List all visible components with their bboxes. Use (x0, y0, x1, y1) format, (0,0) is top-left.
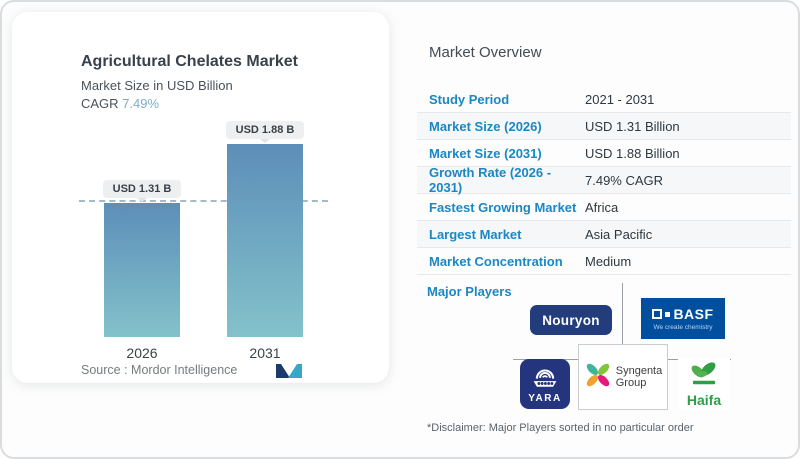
table-row: Market Concentration Medium (417, 248, 791, 275)
bar-2026 (104, 203, 180, 337)
basf-logo-text: BASF (673, 306, 714, 322)
syngenta-logo: Syngenta Group (578, 344, 668, 410)
row-value: Medium (585, 253, 632, 269)
major-players-label: Major Players (427, 284, 512, 299)
disclaimer-text: *Disclaimer: Major Players sorted in no … (427, 422, 694, 434)
cagr-line: CAGR 7.49% (81, 96, 159, 111)
chart-title: Agricultural Chelates Market (81, 53, 298, 70)
row-label: Largest Market (429, 226, 522, 242)
bar-group-2031: USD 1.88 B (225, 121, 305, 337)
basf-mark-icon: BASF (652, 306, 713, 322)
connector-line-vertical (622, 283, 623, 345)
table-row: Market Size (2031) USD 1.88 Billion (417, 140, 791, 167)
row-label: Fastest Growing Market (429, 199, 577, 215)
cagr-value: 7.49% (122, 96, 160, 111)
source-line: Source : Mordor Intelligence (81, 363, 237, 377)
row-label: Market Size (2031) (429, 145, 542, 161)
table-row: Market Size (2026) USD 1.31 Billion (417, 113, 791, 140)
row-value: Africa (585, 199, 619, 215)
label-caret (137, 198, 147, 202)
chart-subtitle: Market Size in USD Billion (81, 78, 233, 93)
reference-dashed-line (79, 200, 328, 202)
overview-table: Study Period 2021 - 2031 Market Size (20… (417, 86, 791, 275)
nouryon-logo-text: Nouryon (542, 312, 600, 328)
haifa-logo: Haifa (678, 358, 730, 410)
x-axis-label-2026: 2026 (126, 345, 158, 361)
bar-group-2026: USD 1.31 B (102, 180, 182, 337)
mordor-intelligence-logo-icon (276, 364, 302, 383)
bar-value-label-2031: USD 1.88 B (225, 121, 305, 139)
table-row: Growth Rate (2026 - 2031) 7.49% CAGR (417, 165, 791, 195)
yara-logo-text: YARA (528, 393, 562, 404)
row-value: 7.49% CAGR (585, 172, 664, 188)
syngenta-butterfly-icon (584, 361, 612, 394)
table-row: Fastest Growing Market Africa (417, 194, 791, 221)
haifa-leaves-icon (687, 360, 721, 393)
row-label: Growth Rate (2026 - 2031) (429, 165, 552, 195)
row-value: 2021 - 2031 (585, 91, 655, 107)
table-row: Largest Market Asia Pacific (417, 221, 791, 248)
table-row: Study Period 2021 - 2031 (417, 86, 791, 113)
row-label: Market Concentration (429, 253, 563, 269)
overview-title: Market Overview (429, 44, 542, 61)
source-value: Mordor Intelligence (131, 363, 238, 377)
row-label: Market Size (2026) (429, 118, 542, 134)
market-chart-card: Agricultural Chelates Market Market Size… (12, 12, 389, 383)
cagr-label: CAGR (81, 96, 119, 111)
basf-logo: BASF We create chemistry (641, 298, 725, 339)
syngenta-logo-text: Syngenta Group (615, 364, 663, 389)
nouryon-logo: Nouryon (530, 305, 612, 335)
row-value: USD 1.31 Billion (585, 118, 680, 134)
label-caret (260, 139, 270, 143)
bar-value-label-2026: USD 1.31 B (102, 180, 182, 198)
source-label: Source : (81, 363, 128, 377)
row-label: Study Period (429, 91, 510, 107)
x-axis-label-2031: 2031 (249, 345, 281, 361)
market-overview-panel: Market Overview Study Period 2021 - 2031… (412, 2, 797, 457)
haifa-logo-text: Haifa (686, 392, 722, 408)
yara-ship-icon (528, 364, 562, 395)
bar-2031 (227, 144, 303, 337)
basf-tagline: We create chemistry (653, 324, 713, 331)
row-value: USD 1.88 Billion (585, 145, 680, 161)
row-value: Asia Pacific (585, 226, 653, 242)
yara-logo: YARA (520, 359, 570, 409)
